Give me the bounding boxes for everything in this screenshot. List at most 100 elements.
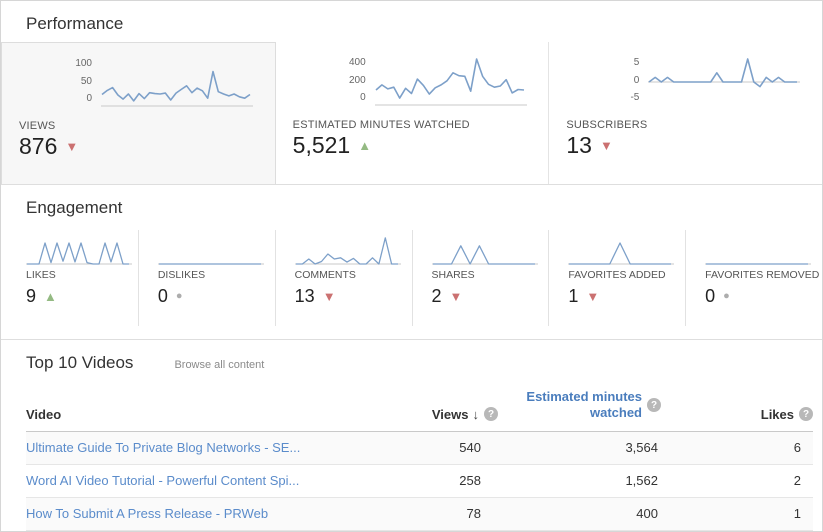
performance-section: Performance 100 50 0 VIEWS 876 ▼ — [1, 1, 822, 185]
performance-card-subscribers[interactable]: 5 0 -5 SUBSCRIBERS 13 ▼ — [548, 42, 822, 184]
performance-cards-row: 100 50 0 VIEWS 876 ▼ 400 200 — [1, 42, 822, 184]
estimated-minutes-number: 5,521 — [292, 132, 351, 158]
trend-neutral-icon: ● — [723, 290, 730, 302]
likes-cell: 6 — [661, 431, 813, 465]
trend-up-icon: ▲ — [358, 138, 372, 153]
table-row: How To Submit A Press Release - PRWeb 78… — [26, 497, 813, 531]
subscribers-chart-yaxis: 5 0 -5 — [566, 57, 648, 103]
views-cell: 258 — [378, 464, 498, 498]
ytick: 400 — [348, 57, 366, 68]
engagement-items-row: LIKES 9 ▲ DISLIKES 0 ● COMMENTS 13 — [1, 230, 822, 326]
favorites-added-label: FAVORITES ADDED — [568, 269, 666, 281]
favorites-added-number: 1 — [568, 286, 579, 306]
table-header-row: Video Views ↓ ? Estimated minutes watche… — [26, 389, 813, 432]
trend-up-icon: ▲ — [44, 289, 57, 304]
trend-down-icon: ▼ — [65, 139, 79, 154]
dislikes-label: DISLIKES — [157, 269, 206, 281]
engagement-item-dislikes[interactable]: DISLIKES 0 ● — [137, 230, 275, 326]
top-videos-table: Video Views ↓ ? Estimated minutes watche… — [26, 389, 813, 531]
video-title-link[interactable]: Ultimate Guide To Private Blog Networks … — [26, 431, 378, 465]
ytick: 0 — [86, 93, 92, 104]
engagement-item-favorites-removed[interactable]: FAVORITES REMOVED 0 ● — [685, 230, 822, 326]
subscribers-number: 13 — [566, 132, 592, 158]
trend-neutral-icon: ● — [175, 290, 183, 302]
estimated-minutes-help-icon[interactable]: ? — [647, 398, 661, 413]
performance-card-estimated-minutes[interactable]: 400 200 0 ESTIMATED MINUTES WATCHED 5,52… — [276, 42, 549, 184]
likes-sparkline — [26, 242, 132, 265]
trend-down-icon: ▼ — [449, 289, 463, 304]
engagement-section: Engagement LIKES 9 ▲ DISLIKES 0 ● — [1, 185, 822, 340]
performance-card-views[interactable]: 100 50 0 VIEWS 876 ▼ — [1, 42, 276, 184]
comments-label: COMMENTS — [294, 269, 356, 281]
video-title-link[interactable]: Word AI Video Tutorial - Powerful Conten… — [26, 464, 378, 498]
column-header-video[interactable]: Video — [26, 389, 378, 432]
estimated-minutes-value: 5,521 ▲ — [293, 132, 549, 159]
trend-down-icon: ▼ — [599, 138, 613, 153]
trend-down-icon: ▼ — [322, 289, 336, 304]
likes-cell: 1 — [661, 497, 813, 531]
comments-sparkline — [294, 237, 401, 265]
estimated-minutes-column-label[interactable]: Estimated minutes watched — [526, 389, 642, 421]
likes-number: 9 — [26, 286, 37, 306]
views-sparkline — [101, 70, 253, 107]
likes-help-icon[interactable]: ? — [799, 407, 813, 421]
likes-column-label[interactable]: Likes — [760, 406, 794, 422]
favorites-added-sparkline — [568, 242, 675, 265]
estimated-minutes-label: ESTIMATED MINUTES WATCHED — [292, 119, 470, 131]
top-videos-title: Top 10 Videos — [26, 353, 134, 372]
table-row: Word AI Video Tutorial - Powerful Conten… — [26, 464, 813, 498]
estimated-minutes-chart: 400 200 0 — [293, 56, 549, 108]
ytick: 50 — [80, 75, 92, 87]
table-row: Ultimate Guide To Private Blog Networks … — [26, 431, 813, 465]
ytick: 0 — [633, 74, 640, 86]
video-title-link[interactable]: How To Submit A Press Release - PRWeb — [26, 497, 378, 531]
likes-label: LIKES — [26, 269, 56, 281]
subscribers-chart: 5 0 -5 — [566, 56, 822, 108]
views-label: VIEWS — [19, 120, 56, 132]
estimated-minutes-sparkline — [374, 58, 527, 106]
comments-number: 13 — [294, 286, 315, 306]
ytick: 200 — [348, 74, 366, 86]
ytick: -5 — [630, 92, 640, 103]
estimated-minutes-chart-yaxis: 400 200 0 — [293, 57, 375, 103]
browse-all-content-link[interactable]: Browse all content — [174, 359, 265, 371]
estimated-minutes-cell: 400 — [498, 497, 661, 531]
estimated-minutes-cell: 1,562 — [498, 464, 661, 498]
views-value: 876 ▼ — [19, 133, 275, 160]
top-videos-section: Top 10 Videos Browse all content Video V… — [1, 340, 822, 531]
favorites-removed-label: FAVORITES REMOVED — [705, 269, 820, 281]
shares-sparkline — [431, 245, 538, 265]
views-number: 876 — [19, 133, 58, 159]
shares-value: 2 ▼ — [432, 286, 549, 307]
shares-number: 2 — [431, 286, 442, 306]
column-header-estimated-minutes: Estimated minutes watched ? — [498, 389, 661, 432]
engagement-item-comments[interactable]: COMMENTS 13 ▼ — [274, 230, 412, 326]
top-videos-header: Top 10 Videos Browse all content — [1, 353, 822, 373]
views-cell: 78 — [378, 497, 498, 531]
engagement-item-favorites-added[interactable]: FAVORITES ADDED 1 ▼ — [548, 230, 685, 326]
dislikes-value: 0 ● — [158, 286, 275, 307]
comments-value: 13 ▼ — [295, 286, 412, 307]
views-column-label[interactable]: Views — [431, 406, 469, 422]
estimated-minutes-cell: 3,564 — [498, 431, 661, 465]
views-help-icon[interactable]: ? — [484, 407, 498, 421]
engagement-item-shares[interactable]: SHARES 2 ▼ — [411, 230, 549, 326]
views-chart-yaxis: 100 50 0 — [19, 58, 101, 104]
column-header-likes: Likes ? — [661, 389, 813, 432]
dislikes-sparkline — [157, 263, 264, 265]
views-cell: 540 — [378, 431, 498, 465]
favorites-added-value: 1 ▼ — [568, 286, 685, 307]
shares-label: SHARES — [431, 269, 475, 281]
engagement-item-likes[interactable]: LIKES 9 ▲ — [1, 230, 138, 326]
ytick: 0 — [360, 92, 366, 103]
subscribers-value: 13 ▼ — [566, 132, 822, 159]
performance-title: Performance — [26, 14, 124, 33]
engagement-title: Engagement — [26, 198, 123, 217]
sort-descending-icon[interactable]: ↓ — [472, 406, 480, 422]
views-chart: 100 50 0 — [19, 57, 275, 109]
column-header-views: Views ↓ ? — [378, 389, 498, 432]
likes-value: 9 ▲ — [26, 286, 138, 307]
favorites-removed-number: 0 — [705, 286, 716, 306]
subscribers-label: SUBSCRIBERS — [566, 119, 648, 131]
